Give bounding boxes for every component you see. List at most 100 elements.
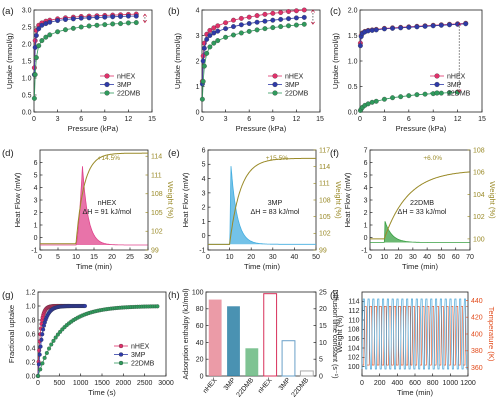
data-point [33,33,39,38]
diffusion-bar [263,293,278,377]
y-tick-label: 2.0 [22,41,32,48]
y-tick-label: 102 [348,355,360,362]
y2-tick-label: 25 [319,289,327,296]
legend-label: 22DMB [285,91,309,98]
data-point [86,15,92,21]
data-point [414,24,420,30]
enthalpy-label: ΔH = 33 kJ/mol [398,207,447,216]
data-point [422,91,428,97]
y-tick-label: 106 [348,336,360,343]
data-point [390,25,395,31]
data-point [102,22,108,28]
gap-arrow-top [310,9,315,13]
enthalpy-bar [208,299,222,376]
data-point [78,24,84,30]
heat-flow-area [229,166,316,245]
data-point [301,21,307,27]
x-tick-label: 70 [466,254,474,261]
data-point [270,10,276,16]
data-point [82,303,87,309]
category-label: nHEX [202,376,219,394]
diffusion-bar [281,340,296,377]
legend-marker [272,90,278,96]
data-point [373,98,379,104]
data-point [42,355,47,360]
x-tick-label: 25 [126,254,134,261]
x-tick-label: 500 [53,380,65,387]
data-point [381,26,387,32]
legend-label: 3MP [117,82,132,89]
y-axis-label: Heat Flow (mW) [13,172,22,227]
x-tick-label: 12 [125,116,133,123]
heat-flow-line [208,166,316,245]
y2-tick-label: 20 [319,306,327,313]
data-point [70,16,76,22]
y-tick-label: 4 [34,185,38,192]
y2-axis-label: Weight (%) [488,181,497,219]
data-point [39,337,44,342]
data-point [199,96,205,102]
y2-tick-label: 108 [151,191,163,198]
y-tick-label: 2 [202,205,206,212]
data-point [278,24,284,30]
x-tick-label: 600 [409,380,421,387]
y2-axis-label: Temperature (K) [487,307,496,362]
x-tick-label: 0 [358,116,362,123]
y-tick-label: 2.5 [22,24,32,31]
data-point [254,19,260,25]
y-axis-label: Uptake (mmol/g) [331,32,340,89]
data-point [254,27,260,33]
data-point [278,16,284,22]
y2-tick-label: 105 [319,214,331,221]
data-point [110,21,116,27]
y-tick-label: 1.0 [26,303,36,310]
y2-tick-label: 105 [151,210,163,217]
y2-tick-label: 100 [473,236,485,243]
y2-tick-label: 400 [471,331,483,338]
panel-letter: (a) [2,6,14,17]
y-axis-label: Heat Flow (mW) [181,172,190,227]
y-tick-label: 1.2 [26,289,36,296]
sample-label: 3MP [268,198,283,207]
legend-label: 22DMB [117,91,141,98]
y-tick-label: 80 [196,306,204,313]
x-tick-label: 1000 [73,380,89,387]
y-tick-label: 110 [348,317,359,324]
y-tick-label: 0.0 [26,373,36,380]
data-point [201,45,207,51]
data-point [94,22,100,28]
y-tick-label: 112 [348,308,359,315]
legend-label: nHEX [131,344,150,351]
data-point [55,29,61,35]
gap-arrow-top [457,22,462,26]
data-point [36,43,42,49]
data-point [398,94,404,100]
panel-letter: (i) [330,290,338,301]
gap-arrow-bottom [457,89,462,93]
y-tick-label: 100 [348,364,360,371]
x-tick-label: 0 [36,380,40,387]
y2-tick-label: 99 [151,247,159,254]
data-point [211,25,217,31]
x-tick-label: 9 [271,116,275,123]
y-tick-label: 104 [348,345,360,352]
data-point [110,14,116,20]
y2-tick-label: 108 [319,197,331,204]
data-point [390,95,395,101]
heat-flow-line [370,221,470,243]
data-point [94,15,100,20]
y-tick-label: 3 [34,197,38,204]
category-label: 3MP [278,376,293,392]
data-point [51,338,56,343]
legend-label: 3MP [285,82,300,89]
data-point [398,25,404,31]
y-tick-label: -1 [199,247,205,254]
data-point [47,32,53,38]
data-point [270,17,276,23]
data-point [31,95,37,101]
data-point [118,21,123,27]
legend-marker [118,360,124,366]
data-point [155,304,160,309]
